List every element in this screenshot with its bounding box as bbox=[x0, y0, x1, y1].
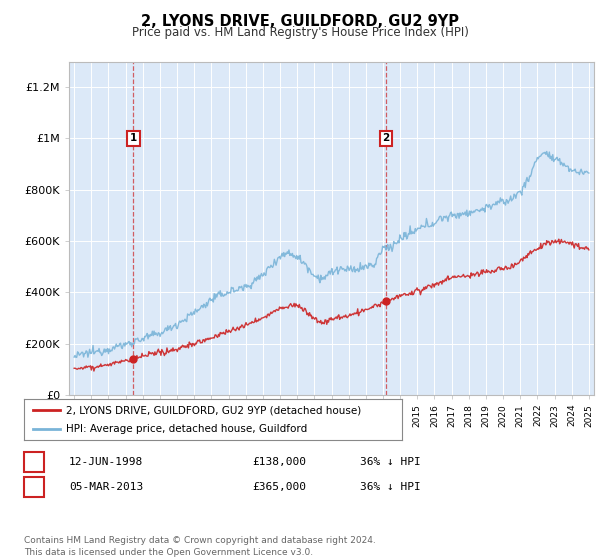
Text: 36% ↓ HPI: 36% ↓ HPI bbox=[360, 457, 421, 467]
Text: 1: 1 bbox=[130, 133, 137, 143]
Text: 1: 1 bbox=[31, 457, 38, 467]
Text: 05-MAR-2013: 05-MAR-2013 bbox=[69, 482, 143, 492]
Text: Contains HM Land Registry data © Crown copyright and database right 2024.
This d: Contains HM Land Registry data © Crown c… bbox=[24, 536, 376, 557]
Text: 2, LYONS DRIVE, GUILDFORD, GU2 9YP: 2, LYONS DRIVE, GUILDFORD, GU2 9YP bbox=[141, 14, 459, 29]
Text: 12-JUN-1998: 12-JUN-1998 bbox=[69, 457, 143, 467]
Text: £138,000: £138,000 bbox=[252, 457, 306, 467]
Text: Price paid vs. HM Land Registry's House Price Index (HPI): Price paid vs. HM Land Registry's House … bbox=[131, 26, 469, 39]
Text: 36% ↓ HPI: 36% ↓ HPI bbox=[360, 482, 421, 492]
Text: 2, LYONS DRIVE, GUILDFORD, GU2 9YP (detached house): 2, LYONS DRIVE, GUILDFORD, GU2 9YP (deta… bbox=[65, 405, 361, 415]
Text: 2: 2 bbox=[382, 133, 389, 143]
Text: HPI: Average price, detached house, Guildford: HPI: Average price, detached house, Guil… bbox=[65, 424, 307, 433]
Text: 2: 2 bbox=[31, 482, 38, 492]
Text: £365,000: £365,000 bbox=[252, 482, 306, 492]
